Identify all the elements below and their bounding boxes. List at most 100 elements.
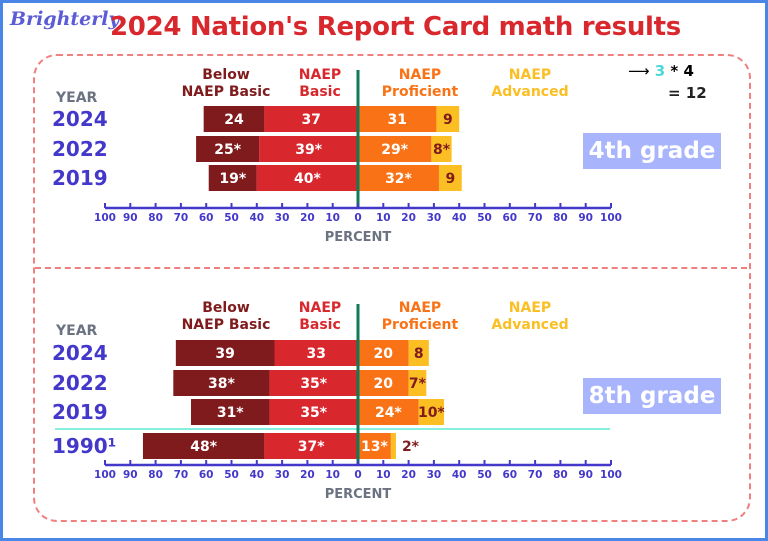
legend-naep-basic-line1: NAEP [299, 300, 341, 316]
page-title: 2024 Nation's Report Card math results [110, 12, 681, 42]
grade-label-8th: 8th grade [583, 378, 721, 414]
bar-label: 39* [295, 142, 322, 158]
x-tick-label: 30 [427, 212, 442, 224]
x-tick-label: 80 [148, 212, 163, 224]
legend-naep-basic-line1: NAEP [299, 67, 341, 83]
x-tick-label: 90 [123, 212, 138, 224]
legend-naep-proficient-line2: Proficient [382, 84, 459, 100]
x-tick-label: 60 [199, 469, 214, 481]
x-tick-label: 40 [249, 469, 264, 481]
bar-naep-proficient [358, 165, 439, 191]
note-equals: = 12 [668, 84, 707, 102]
bar-label: 9 [443, 112, 453, 128]
x-tick-label: 0 [354, 469, 361, 481]
x-tick-label: 20 [300, 469, 315, 481]
bar-naep-basic [269, 370, 358, 396]
legend-naep-proficient-line1: NAEP [399, 67, 441, 83]
x-tick-label: 80 [553, 469, 568, 481]
x-tick-label: 20 [300, 212, 315, 224]
bar-below-naep-basic [173, 370, 270, 396]
bar-below-naep-basic [196, 136, 260, 162]
bar-below-naep-basic [208, 165, 257, 191]
x-tick-label: 50 [477, 469, 492, 481]
legend-naep-basic-line2: Basic [299, 84, 341, 100]
grade-label-4th: 4th grade [583, 133, 721, 169]
x-tick-label: 50 [224, 212, 239, 224]
year-header: YEAR [55, 90, 98, 106]
bar-naep-basic [274, 340, 358, 366]
bar-label: 37 [301, 112, 320, 128]
x-tick-label: 80 [553, 212, 568, 224]
legend-naep-proficient-line2: Proficient [382, 317, 459, 333]
x-tick-label: 70 [528, 212, 543, 224]
bar-label: 32* [385, 171, 412, 187]
x-tick-label: 40 [452, 469, 467, 481]
x-tick-label: 90 [123, 469, 138, 481]
bar-label: 20 [374, 346, 394, 362]
bar-naep-advanced [408, 370, 427, 396]
bar-label: 2* [402, 439, 420, 455]
bar-naep-proficient [358, 370, 409, 396]
bar-naep-advanced [438, 165, 462, 191]
bar-naep-basic [264, 433, 358, 459]
x-tick-label: 80 [148, 469, 163, 481]
x-tick-label: 100 [94, 469, 116, 481]
bar-label: 24 [224, 112, 244, 128]
year-label: 2022 [52, 371, 108, 395]
bar-label: 39 [215, 346, 234, 362]
x-tick-label: 100 [600, 469, 622, 481]
x-tick-label: 100 [94, 212, 116, 224]
bar-naep-advanced [431, 136, 452, 162]
legend-naep-advanced-line2: Advanced [491, 317, 568, 333]
bar-below-naep-basic [203, 106, 265, 132]
bar-label: 37* [298, 439, 325, 455]
math-note: ⟶ 3 * 4 [628, 62, 694, 80]
bar-label: 35* [300, 376, 327, 392]
bar-label: 25* [214, 142, 241, 158]
legend-naep-advanced-line2: Advanced [491, 84, 568, 100]
x-tick-label: 0 [354, 212, 361, 224]
bar-label: 31* [217, 405, 244, 421]
year-label: 2024 [52, 107, 108, 131]
legend-naep-basic-line2: Basic [299, 317, 341, 333]
x-tick-label: 60 [502, 469, 517, 481]
bar-label: 38* [208, 376, 235, 392]
bar-naep-basic [256, 165, 358, 191]
bar-naep-proficient [358, 136, 432, 162]
x-tick-label: 10 [376, 212, 391, 224]
legend-below-naep-basic-line2: NAEP Basic [182, 84, 271, 100]
chart-border [33, 54, 751, 522]
x-tick-label: 40 [249, 212, 264, 224]
x-tick-label: 20 [401, 212, 416, 224]
bar-below-naep-basic [142, 433, 265, 459]
bar-naep-basic [264, 106, 358, 132]
bar-label: 9 [445, 171, 455, 187]
legend-below-naep-basic-line1: Below [202, 67, 250, 83]
x-tick-label: 60 [199, 212, 214, 224]
x-axis-label: PERCENT [325, 487, 392, 502]
bar-label: 29* [381, 142, 408, 158]
x-tick-label: 10 [325, 469, 340, 481]
x-tick-label: 10 [376, 469, 391, 481]
bar-below-naep-basic [191, 399, 270, 425]
note-number: 3 [654, 62, 666, 80]
legend-below-naep-basic-line2: NAEP Basic [182, 317, 271, 333]
note-operation: * 4 [670, 62, 694, 80]
legend-below-naep-basic-line1: Below [202, 300, 250, 316]
bar-label: 19* [219, 171, 246, 187]
bar-naep-proficient [358, 433, 391, 459]
x-tick-label: 30 [275, 212, 290, 224]
bar-label: 24* [375, 405, 402, 421]
x-tick-label: 90 [578, 469, 593, 481]
brighterly-logo: Brighterly [10, 8, 120, 30]
bar-naep-advanced [408, 340, 429, 366]
x-tick-label: 10 [325, 212, 340, 224]
x-tick-label: 30 [275, 469, 290, 481]
bar-label: 13* [361, 439, 388, 455]
bar-naep-advanced [418, 399, 445, 425]
year-label: 2022 [52, 137, 108, 161]
x-tick-label: 70 [528, 469, 543, 481]
bar-naep-proficient [358, 340, 409, 366]
bar-naep-advanced [436, 106, 460, 132]
